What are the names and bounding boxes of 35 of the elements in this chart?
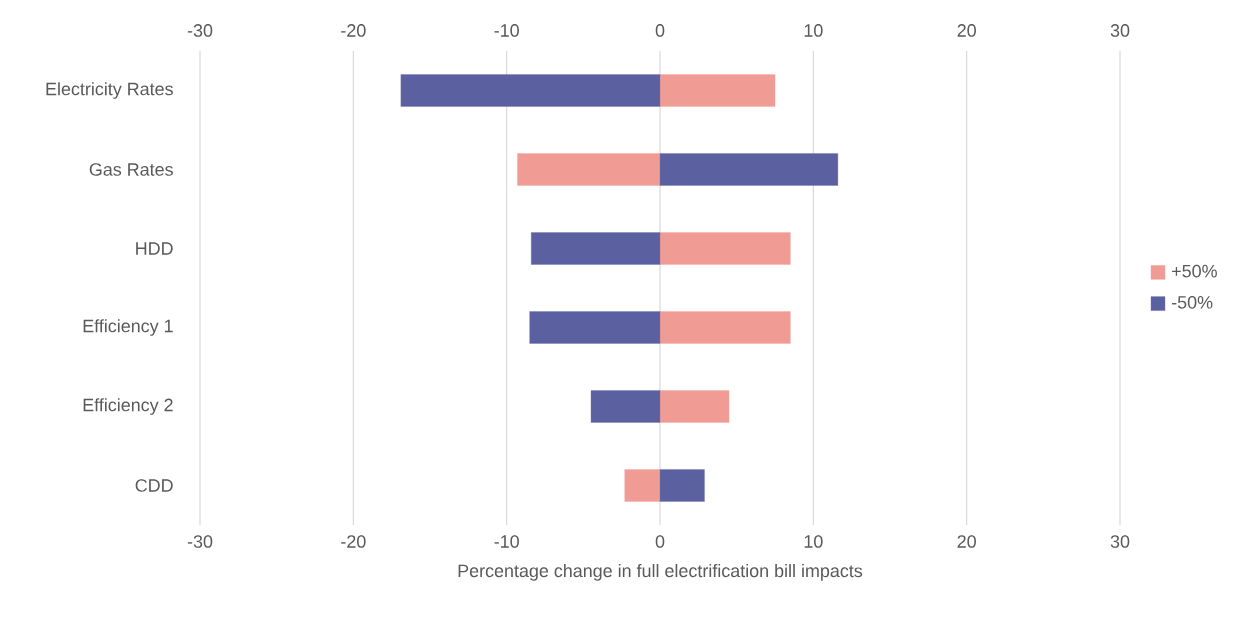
bar: [590, 390, 661, 423]
bar: [659, 469, 705, 502]
y-tick-label: Electricity Rates: [46, 82, 173, 99]
x2-tick-label: -30: [187, 24, 213, 37]
bar: [659, 153, 839, 186]
y-tick-label: Efficiency 2: [83, 398, 173, 415]
y-tick-label: HDD: [136, 242, 173, 255]
x-tick-label: -30: [187, 535, 213, 548]
x2-tick-label: 0: [655, 24, 665, 37]
x-tick-label: 20: [957, 535, 976, 548]
bar: [531, 232, 661, 265]
x2-tick-label: -10: [494, 24, 519, 37]
bar: [529, 311, 661, 344]
bar: [659, 390, 730, 423]
x-tick-label: -10: [494, 535, 519, 548]
legend-label: -50%: [1171, 295, 1213, 309]
x2-tick-label: 20: [957, 24, 976, 37]
x2-tick-label: 10: [804, 24, 823, 37]
x2-tick-label: 30: [1110, 24, 1130, 37]
x-tick-label: 30: [1110, 535, 1130, 548]
bar: [659, 311, 791, 344]
x-tick-label: 10: [804, 535, 823, 548]
x2-tick-label: -20: [341, 24, 366, 37]
bar: [659, 232, 791, 265]
y-tick-label: Efficiency 1: [83, 319, 173, 336]
y-tick-label: Gas Rates: [89, 163, 173, 176]
x-axis-title: Percentage change in full electrification bill impacts: [458, 564, 863, 581]
x-tick-label: -20: [341, 535, 366, 548]
bar: [517, 153, 661, 186]
bar: [659, 74, 776, 107]
bar: [400, 74, 661, 107]
bar: [624, 469, 661, 502]
y-tick-label: CDD: [135, 479, 173, 492]
x-tick-label: 0: [655, 535, 665, 548]
legend-label: +50%: [1172, 264, 1217, 278]
